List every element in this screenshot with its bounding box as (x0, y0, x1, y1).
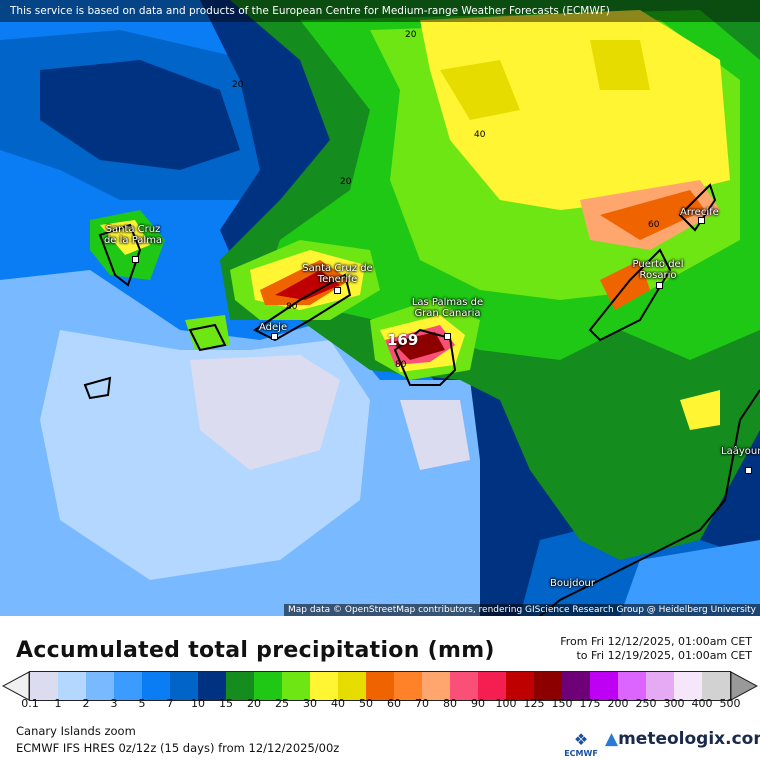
legend-tick-label: 70 (415, 697, 429, 710)
legend-tick-label: 90 (471, 697, 485, 710)
legend-color-cell (506, 672, 534, 700)
legend-color-cell (478, 672, 506, 700)
legend-color-cell (562, 672, 590, 700)
city-label-adeje: Adeje (259, 322, 288, 333)
legend-tick-label: 20 (247, 697, 261, 710)
map-attribution: Map data © OpenStreetMap contributors, r… (284, 604, 760, 616)
legend-tick-label: 2 (82, 697, 90, 710)
period-to: to Fri 12/19/2025, 01:00am CET (576, 649, 752, 662)
city-label-laayoune: Laâyoune (721, 446, 760, 457)
legend-tick-label: 250 (635, 697, 657, 710)
contour-label: 60 (648, 220, 660, 230)
contour-label: 80 (286, 302, 298, 312)
legend-color-cell (226, 672, 254, 700)
legend-color-cell (30, 672, 58, 700)
city-marker (271, 333, 278, 340)
ecmwf-logo: ❖ ECMWF (564, 730, 598, 758)
city-label-boujdour: Boujdour (550, 578, 596, 589)
contour-label: 40 (474, 130, 486, 140)
legend-color-cell (422, 672, 450, 700)
region-label: Canary Islands zoom (16, 724, 136, 738)
legend-tick-label: 125 (523, 697, 545, 710)
legend-color-cell (450, 672, 478, 700)
contour-label: 20 (232, 80, 244, 90)
legend-tick-label: 300 (663, 697, 685, 710)
precipitation-field (0, 0, 760, 616)
legend-color-cell (282, 672, 310, 700)
legend-tick-label: 175 (579, 697, 601, 710)
legend-tick-label: 500 (719, 697, 741, 710)
city-label-santa-cruz-de-la-palma: Santa Cruz de la Palma (103, 224, 163, 246)
city-marker (334, 287, 341, 294)
ecmwf-notice-banner: This service is based on data and produc… (0, 0, 760, 22)
forecast-period: From Fri 12/12/2025, 01:00am CET to Fri … (560, 635, 752, 663)
city-label-las-palmas: Las Palmas de Gran Canaria (411, 297, 484, 319)
legend-tick-label: 10 (191, 697, 205, 710)
legend-colorbar (29, 671, 731, 701)
legend-color-cell (86, 672, 114, 700)
legend-color-cell (58, 672, 86, 700)
city-marker (132, 256, 139, 263)
legend-color-cell (674, 672, 702, 700)
legend-tick-label: 100 (495, 697, 517, 710)
legend-color-cell (338, 672, 366, 700)
legend-color-cell (394, 672, 422, 700)
max-value-label: 169 (387, 331, 419, 349)
legend-color-cell (646, 672, 674, 700)
meteologix-icon: ▲ (605, 729, 619, 749)
legend-color-cell (618, 672, 646, 700)
legend-tick-label: 0.1 (21, 697, 39, 710)
legend-tick-label: 5 (138, 697, 146, 710)
legend-tick-label: 30 (303, 697, 317, 710)
legend-color-cell (142, 672, 170, 700)
legend-title: Accumulated total precipitation (mm) (16, 638, 495, 663)
legend-color-cell (366, 672, 394, 700)
contour-label: 20 (340, 177, 352, 187)
city-label-puerto-del-rosario: Puerto del Rosario (632, 259, 684, 281)
legend-tick-label: 400 (691, 697, 713, 710)
contour-label: 20 (405, 30, 417, 40)
legend-tick-label: 60 (387, 697, 401, 710)
legend-tick-label: 40 (331, 697, 345, 710)
precipitation-map[interactable]: This service is based on data and produc… (0, 0, 760, 616)
legend-color-cell (254, 672, 282, 700)
period-from: From Fri 12/12/2025, 01:00am CET (560, 635, 752, 648)
legend-color-cell (198, 672, 226, 700)
legend-tick-label: 1 (54, 697, 62, 710)
legend-color-cell (702, 672, 730, 700)
legend-tick-label: 25 (275, 697, 289, 710)
city-marker (444, 333, 451, 340)
meteologix-logo[interactable]: ▲meteologix.com (605, 729, 760, 749)
legend-tick-label: 80 (443, 697, 457, 710)
city-marker (698, 217, 705, 224)
legend-tick-label: 7 (166, 697, 174, 710)
legend-color-cell (310, 672, 338, 700)
contour-label: 80 (395, 360, 407, 370)
legend-color-cell (534, 672, 562, 700)
legend-over-arrow (730, 671, 758, 701)
city-marker (745, 467, 752, 474)
legend-tick-label: 200 (607, 697, 629, 710)
legend-color-cell (590, 672, 618, 700)
legend-color-cell (170, 672, 198, 700)
legend-tick-label: 3 (110, 697, 118, 710)
city-marker (656, 282, 663, 289)
legend-tick-label: 150 (551, 697, 573, 710)
model-run-label: ECMWF IFS HRES 0z/12z (15 days) from 12/… (16, 741, 340, 755)
legend-tick-label: 50 (359, 697, 373, 710)
legend-color-cell (114, 672, 142, 700)
city-label-arrecife: Arrecife (680, 207, 719, 218)
city-label-santa-cruz-de-tenerife: Santa Cruz de Tenerife (302, 263, 373, 285)
legend-tick-label: 15 (219, 697, 233, 710)
